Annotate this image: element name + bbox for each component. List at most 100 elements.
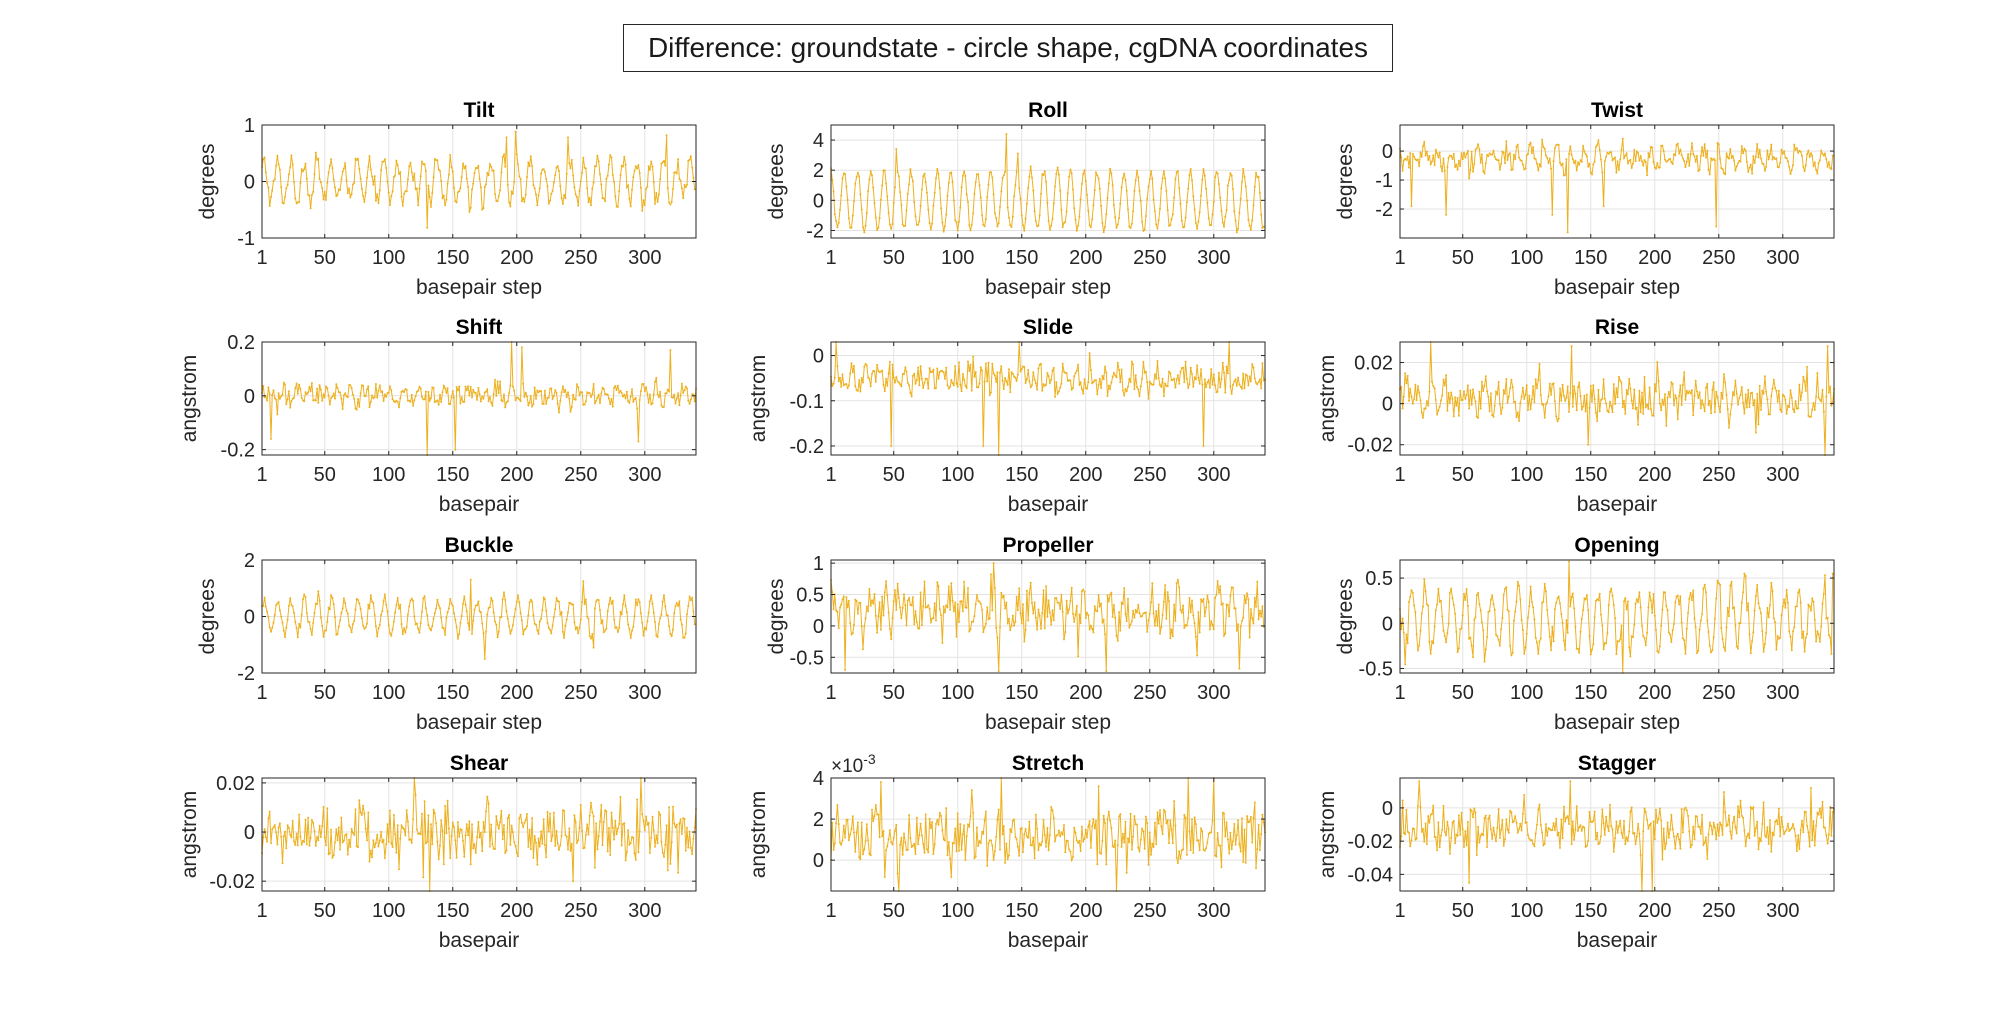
data-point	[863, 625, 866, 628]
data-point	[1728, 814, 1730, 817]
data-point	[1551, 213, 1554, 216]
data-point	[1431, 813, 1433, 815]
data-point	[456, 821, 459, 824]
data-point	[303, 841, 306, 843]
data-point	[1405, 158, 1408, 161]
data-point	[395, 851, 398, 854]
data-point	[919, 204, 922, 207]
data-point	[1484, 814, 1487, 817]
data-point	[317, 839, 320, 842]
data-point	[1493, 608, 1496, 611]
data-point	[1179, 202, 1182, 205]
data-point	[1593, 810, 1596, 813]
data-point	[1056, 392, 1059, 395]
x-tick-label: 50	[1452, 464, 1474, 486]
data-point	[990, 839, 992, 842]
data-point	[665, 392, 668, 395]
data-point	[1749, 163, 1752, 166]
data-point	[1074, 218, 1077, 221]
data-point	[996, 371, 999, 374]
data-point	[578, 189, 581, 192]
series-markers	[1399, 780, 1835, 892]
data-point	[285, 187, 288, 190]
data-point	[1527, 834, 1529, 837]
data-point	[1413, 155, 1416, 158]
data-point	[1469, 169, 1472, 171]
data-point	[940, 815, 943, 817]
data-point	[984, 362, 987, 365]
data-point	[271, 627, 274, 629]
data-point	[1107, 384, 1110, 387]
data-point	[1720, 627, 1723, 629]
data-point	[686, 387, 688, 390]
data-point	[895, 376, 898, 379]
data-point	[1722, 646, 1725, 649]
data-point	[1479, 609, 1482, 612]
data-point	[291, 163, 294, 166]
data-point	[1745, 406, 1748, 409]
data-point	[601, 386, 604, 389]
data-point	[932, 368, 935, 371]
data-point	[431, 625, 434, 628]
data-point	[1106, 818, 1109, 821]
data-point	[1134, 609, 1137, 611]
data-point	[331, 596, 334, 599]
data-point	[275, 398, 278, 401]
data-point	[1729, 148, 1732, 151]
data-point	[1495, 840, 1497, 843]
data-point	[1418, 165, 1421, 168]
y-tick-label: -0.2	[790, 436, 824, 458]
data-point	[362, 194, 365, 197]
data-point	[1211, 213, 1214, 216]
data-point	[560, 391, 563, 394]
x-tick-label: 200	[500, 247, 533, 269]
data-point	[903, 832, 905, 835]
data-point	[1694, 625, 1697, 628]
data-point	[335, 383, 338, 386]
data-point	[368, 406, 371, 409]
data-point	[955, 382, 958, 385]
data-point	[386, 610, 389, 613]
data-point	[1611, 594, 1614, 597]
data-point	[984, 218, 987, 221]
subplot-title: Stretch	[1012, 752, 1084, 775]
data-point	[1482, 834, 1485, 837]
data-point	[1574, 392, 1577, 395]
data-point	[1813, 161, 1816, 164]
data-point	[665, 824, 668, 827]
data-point	[490, 401, 493, 404]
data-point	[472, 619, 475, 622]
data-point	[330, 828, 333, 831]
data-point	[1480, 380, 1483, 383]
data-point	[308, 844, 311, 847]
data-point	[451, 604, 454, 607]
data-point	[1683, 808, 1686, 811]
data-point	[1434, 836, 1437, 839]
data-point	[1811, 154, 1814, 157]
data-point	[526, 625, 528, 628]
data-point	[517, 594, 519, 597]
data-point	[1224, 632, 1227, 635]
data-point	[892, 376, 895, 379]
data-point	[904, 604, 907, 607]
data-point	[652, 181, 655, 184]
data-point	[362, 624, 365, 627]
data-point	[672, 188, 674, 190]
data-point	[1450, 391, 1453, 394]
data-point	[1770, 581, 1773, 584]
data-point	[955, 850, 958, 853]
x-tick-label: 250	[1133, 900, 1166, 922]
data-point	[868, 178, 871, 181]
y-tick-label: 0	[244, 386, 255, 408]
data-point	[1141, 615, 1144, 617]
data-point	[1011, 614, 1014, 617]
data-point	[1593, 616, 1596, 619]
data-point	[961, 610, 964, 613]
data-point	[1556, 834, 1559, 837]
data-point	[1411, 402, 1414, 405]
data-point	[1438, 405, 1441, 408]
data-point	[887, 372, 890, 375]
x-tick-label: 300	[628, 682, 661, 704]
data-point	[427, 184, 430, 187]
data-point	[1409, 152, 1412, 155]
